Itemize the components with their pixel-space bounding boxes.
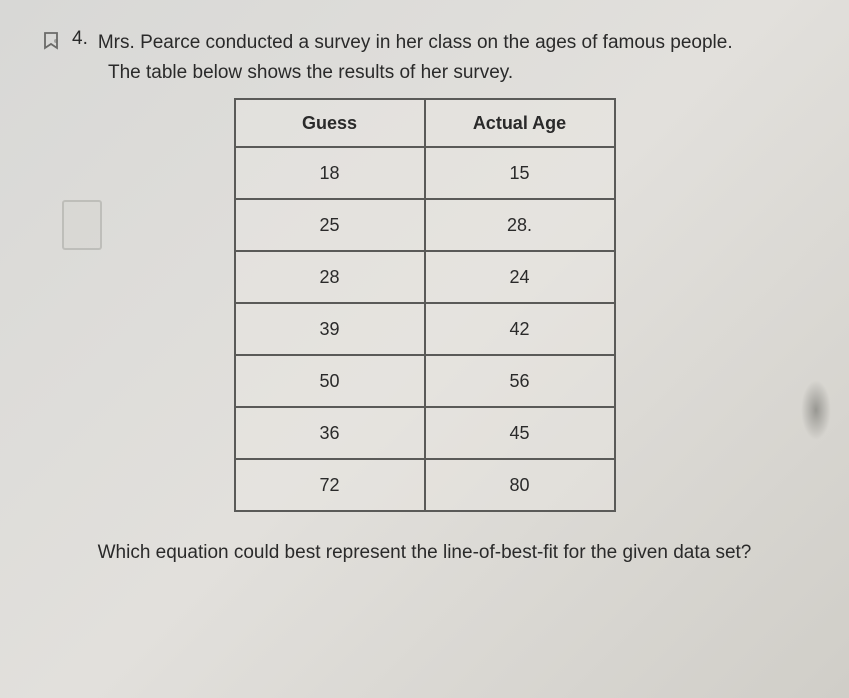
- question-number: 4.: [72, 28, 88, 50]
- cell: 36: [235, 407, 425, 459]
- cell: 56: [425, 355, 615, 407]
- table-row: 28 24: [235, 251, 615, 303]
- cell: 72: [235, 459, 425, 511]
- table-container: Guess Actual Age 18 15 25 28. 28 24: [40, 98, 809, 512]
- cell: 25: [235, 199, 425, 251]
- question-header: 4. Mrs. Pearce conducted a survey in her…: [40, 28, 809, 58]
- table-row: 36 45: [235, 407, 615, 459]
- table-row: 18 15: [235, 147, 615, 199]
- question-text-line1: Mrs. Pearce conducted a survey in her cl…: [98, 28, 733, 58]
- shadow-blob: [801, 380, 831, 440]
- question-text-line2: The table below shows the results of her…: [108, 62, 809, 84]
- table-row: 25 28.: [235, 199, 615, 251]
- column-header-guess: Guess: [235, 99, 425, 147]
- column-header-actual: Actual Age: [425, 99, 615, 147]
- cell: 15: [425, 147, 615, 199]
- cell: 28: [235, 251, 425, 303]
- cell: 80: [425, 459, 615, 511]
- cell: 39: [235, 303, 425, 355]
- cell: 28.: [425, 199, 615, 251]
- cell: 24: [425, 251, 615, 303]
- table-header-row: Guess Actual Age: [235, 99, 615, 147]
- cell: 50: [235, 355, 425, 407]
- table-row: 39 42: [235, 303, 615, 355]
- follow-up-question: Which equation could best represent the …: [60, 542, 789, 564]
- bookmark-icon: [40, 30, 62, 57]
- margin-marker: [62, 200, 102, 250]
- table-row: 50 56: [235, 355, 615, 407]
- cell: 45: [425, 407, 615, 459]
- cell: 18: [235, 147, 425, 199]
- data-table: Guess Actual Age 18 15 25 28. 28 24: [234, 98, 616, 512]
- cell: 42: [425, 303, 615, 355]
- table-row: 72 80: [235, 459, 615, 511]
